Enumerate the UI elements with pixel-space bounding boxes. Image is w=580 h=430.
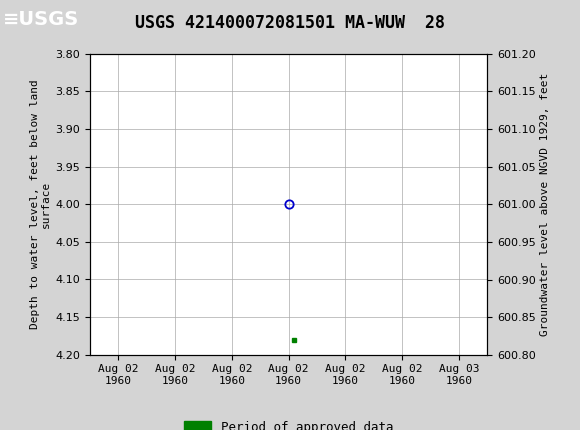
Y-axis label: Groundwater level above NGVD 1929, feet: Groundwater level above NGVD 1929, feet (540, 73, 550, 336)
Text: ≡USGS: ≡USGS (3, 9, 79, 28)
Text: USGS 421400072081501 MA-WUW  28: USGS 421400072081501 MA-WUW 28 (135, 14, 445, 32)
Y-axis label: Depth to water level, feet below land
surface: Depth to water level, feet below land su… (30, 80, 51, 329)
Legend: Period of approved data: Period of approved data (179, 416, 398, 430)
